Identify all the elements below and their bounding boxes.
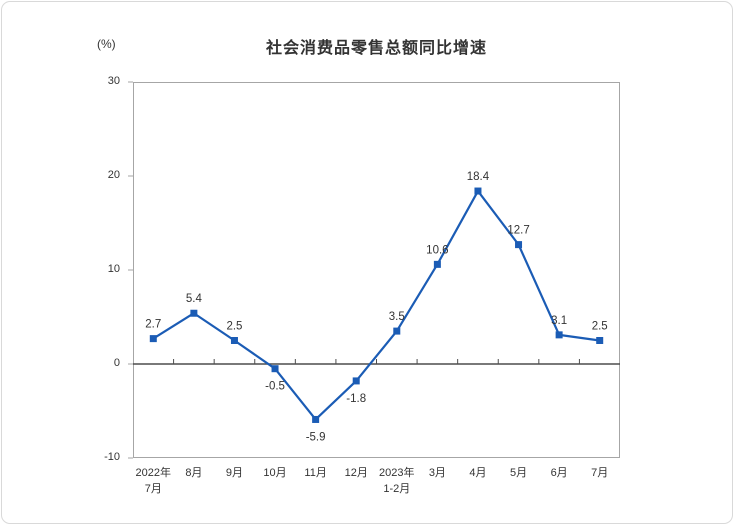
data-label: 10.6 <box>426 244 448 256</box>
data-point-marker <box>555 331 563 339</box>
y-axis-label: 10 <box>107 263 120 275</box>
x-axis-label: 8月 <box>185 467 203 479</box>
data-point-marker <box>596 337 604 344</box>
data-label: 5.4 <box>186 293 203 305</box>
chart-title: 社会消费品零售总额同比增速 <box>265 40 487 57</box>
x-axis-label: 6月 <box>550 467 568 479</box>
x-axis-label: 2023年 1-2月 <box>379 467 415 495</box>
y-axis-label: 0 <box>113 357 120 369</box>
data-point-marker <box>352 377 360 385</box>
x-axis-label: 11月 <box>304 467 327 479</box>
data-label: 18.4 <box>467 171 490 183</box>
y-axis-unit-label: (%) <box>97 37 116 51</box>
data-point-marker <box>433 260 441 268</box>
y-axis-label: 30 <box>107 75 120 87</box>
data-label: 2.7 <box>145 319 161 331</box>
data-label: 2.5 <box>226 321 242 333</box>
data-point-marker <box>393 327 401 335</box>
data-label: 12.7 <box>507 225 529 237</box>
y-axis-label: -10 <box>104 451 120 463</box>
data-point-marker <box>515 241 523 249</box>
data-point-marker <box>230 337 238 344</box>
data-point-marker <box>190 309 198 317</box>
data-point-marker <box>474 187 482 195</box>
y-axis-label: 20 <box>107 169 120 181</box>
data-label: -0.5 <box>265 381 285 393</box>
data-point-marker <box>149 335 157 343</box>
data-label: 3.1 <box>551 315 567 327</box>
x-axis-label: 2022年 7月 <box>135 467 172 495</box>
x-axis-label: 12月 <box>344 467 368 479</box>
x-axis-label: 9月 <box>225 467 244 479</box>
series-line <box>152 189 600 421</box>
x-axis-label: 10月 <box>263 467 287 479</box>
plot-area <box>133 82 620 458</box>
x-axis-label: 3月 <box>428 467 446 479</box>
x-axis-label: 7月 <box>591 467 609 479</box>
x-axis-label: 4月 <box>469 467 487 479</box>
data-label: 2.5 <box>592 321 608 333</box>
data-label: 3.5 <box>389 311 405 323</box>
data-label: -5.9 <box>306 431 326 443</box>
data-point-marker <box>312 415 320 423</box>
data-label: -1.8 <box>346 393 366 405</box>
data-point-marker <box>271 365 279 373</box>
x-axis-label: 5月 <box>509 467 528 479</box>
